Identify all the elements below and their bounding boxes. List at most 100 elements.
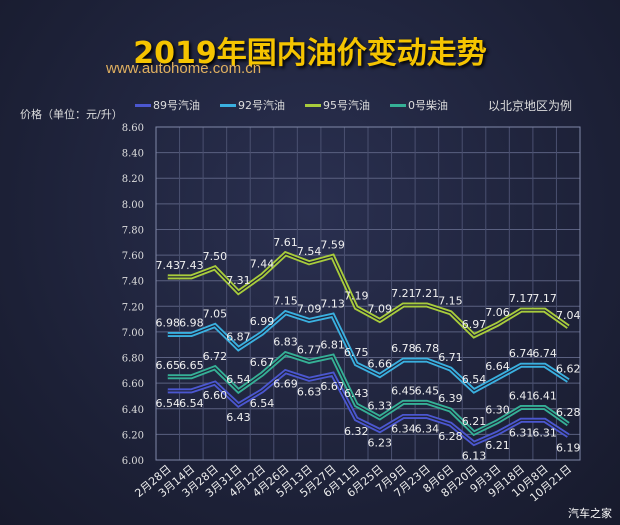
data-label: 6.41 xyxy=(532,389,557,402)
data-label: 6.31 xyxy=(509,426,534,439)
data-label: 7.17 xyxy=(532,292,557,305)
chart-subtitle: www.autohome.com.cn xyxy=(106,60,262,77)
y-tick-label: 7.00 xyxy=(122,328,144,339)
data-label: 7.04 xyxy=(556,309,581,322)
legend-swatch xyxy=(220,103,236,107)
legend: 89号汽油 92号汽油 95号汽油 0号柴油 xyxy=(135,97,448,113)
data-label: 6.62 xyxy=(556,363,581,376)
data-label: 6.34 xyxy=(415,422,440,435)
legend-swatch xyxy=(135,103,151,107)
data-label: 6.28 xyxy=(438,430,463,443)
legend-label: 95号汽油 xyxy=(323,99,370,112)
data-label: 6.13 xyxy=(462,449,487,462)
data-label: 6.78 xyxy=(415,342,440,355)
data-label: 6.54 xyxy=(462,373,487,386)
data-label: 6.74 xyxy=(532,347,557,360)
data-label: 7.06 xyxy=(485,306,510,319)
data-label: 7.15 xyxy=(438,295,463,308)
data-label: 7.15 xyxy=(273,295,298,308)
y-tick-label: 8.60 xyxy=(122,123,144,134)
data-label: 6.54 xyxy=(179,397,204,410)
y-tick-label: 6.80 xyxy=(122,354,144,365)
data-label: 6.77 xyxy=(297,343,322,356)
y-tick-label: 7.20 xyxy=(122,302,144,313)
data-label: 6.65 xyxy=(179,359,204,372)
y-tick-label: 6.20 xyxy=(122,430,144,441)
data-label: 7.13 xyxy=(320,297,345,310)
legend-swatch xyxy=(305,103,321,107)
y-tick-label: 8.20 xyxy=(122,174,144,185)
data-label: 6.30 xyxy=(485,404,510,417)
plot-border xyxy=(155,126,581,461)
data-label: 6.34 xyxy=(391,422,416,435)
data-label: 6.31 xyxy=(532,426,557,439)
data-label: 6.81 xyxy=(320,338,345,351)
data-label: 6.32 xyxy=(344,425,369,438)
legend-item: 95号汽油 xyxy=(305,97,370,113)
watermark: 汽车之家 xyxy=(568,507,612,520)
data-label: 7.17 xyxy=(509,292,534,305)
series-line-inner xyxy=(167,253,569,337)
data-label: 6.45 xyxy=(391,384,416,397)
data-label: 6.39 xyxy=(438,392,463,405)
data-label: 7.05 xyxy=(203,308,228,321)
data-label: 6.72 xyxy=(203,350,228,363)
data-label: 7.09 xyxy=(297,302,322,315)
data-label: 6.63 xyxy=(297,385,322,398)
legend-item: 0号柴油 xyxy=(390,97,448,113)
data-label: 6.98 xyxy=(156,316,181,329)
data-label: 7.43 xyxy=(156,259,181,272)
series-line-inner xyxy=(167,370,569,445)
data-label: 6.54 xyxy=(250,397,275,410)
chart-title: 2019年国内油价变动走势 xyxy=(133,36,487,71)
data-label: 7.61 xyxy=(273,236,298,249)
data-label: 7.43 xyxy=(179,259,204,272)
series-line-inner xyxy=(167,352,569,434)
data-label: 7.21 xyxy=(415,287,440,300)
data-label: 7.21 xyxy=(391,287,416,300)
y-tick-label: 6.40 xyxy=(122,405,144,416)
y-tick-label: 8.40 xyxy=(122,149,144,160)
data-label: 7.50 xyxy=(203,250,228,263)
legend-label: 92号汽油 xyxy=(238,99,285,112)
data-label: 7.44 xyxy=(250,258,275,271)
data-label: 6.99 xyxy=(250,315,275,328)
data-label: 6.65 xyxy=(156,359,181,372)
data-label: 7.09 xyxy=(368,302,393,315)
data-label: 6.33 xyxy=(368,400,393,413)
y-tick-label: 7.40 xyxy=(122,277,144,288)
data-label: 7.54 xyxy=(297,245,322,258)
data-label: 6.43 xyxy=(344,387,369,400)
y-tick-label: 6.60 xyxy=(122,379,144,390)
data-label: 6.21 xyxy=(462,415,487,428)
data-label: 6.23 xyxy=(368,437,393,450)
y-tick-label: 7.80 xyxy=(122,225,144,236)
data-label: 6.64 xyxy=(485,360,510,373)
y-tick-label: 8.00 xyxy=(122,200,144,211)
data-label: 6.69 xyxy=(273,378,298,391)
legend-item: 89号汽油 xyxy=(135,97,200,113)
series-line-inner xyxy=(167,311,569,392)
data-label: 6.97 xyxy=(462,318,487,331)
data-label: 6.98 xyxy=(179,316,204,329)
data-label: 6.67 xyxy=(250,356,275,369)
data-label: 6.74 xyxy=(509,347,534,360)
data-label: 6.78 xyxy=(391,342,416,355)
data-label: 6.67 xyxy=(320,380,345,393)
data-label: 6.28 xyxy=(556,406,581,419)
data-label: 6.19 xyxy=(556,442,581,455)
data-label: 7.31 xyxy=(226,274,251,287)
data-label: 7.19 xyxy=(344,290,369,303)
y-tick-label: 7.60 xyxy=(122,251,144,262)
data-label: 6.43 xyxy=(226,411,251,424)
data-label: 6.41 xyxy=(509,389,534,402)
data-label: 6.87 xyxy=(226,331,251,344)
data-label: 6.54 xyxy=(156,397,181,410)
legend-item: 92号汽油 xyxy=(220,97,285,113)
data-label: 6.75 xyxy=(344,346,369,359)
data-label: 6.54 xyxy=(226,373,251,386)
y-tick-label: 6.00 xyxy=(122,456,144,467)
y-axis-label: 价格（单位：元/升） xyxy=(20,108,123,121)
data-label: 6.66 xyxy=(368,357,393,370)
